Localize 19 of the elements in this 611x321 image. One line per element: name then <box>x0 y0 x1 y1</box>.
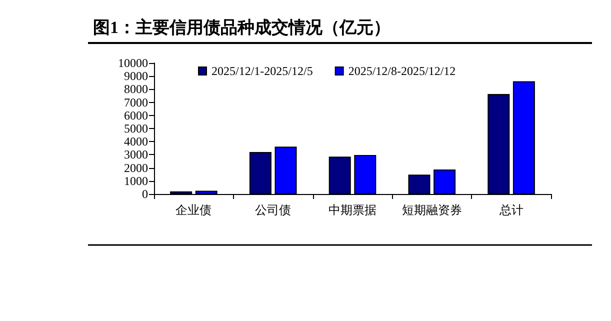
x-tick-label: 公司债 <box>255 203 292 217</box>
x-tick-label: 中期票据 <box>328 203 376 217</box>
y-tick-label: 6000 <box>124 108 148 122</box>
y-tick-label: 4000 <box>124 134 148 149</box>
y-tick-label: 9000 <box>124 69 148 84</box>
legend-label: 2025/12/1-2025/12/5 <box>212 64 313 78</box>
y-tick-label: 5000 <box>124 122 148 136</box>
y-tick-label: 3000 <box>124 148 148 162</box>
y-tick-label: 2000 <box>124 160 148 175</box>
y-tick-label: 7000 <box>124 95 148 110</box>
y-tick-label: 1000 <box>124 174 148 188</box>
y-tick-label: 8000 <box>124 82 148 96</box>
x-tick-label: 总计 <box>498 203 524 217</box>
chart-title: 图1：主要信用债品种成交情况（亿元） <box>93 18 390 37</box>
x-tick-label: 短期融资券 <box>402 203 462 217</box>
x-tick-label: 企业债 <box>176 203 212 217</box>
legend-label: 2025/12/8-2025/12/12 <box>348 64 456 78</box>
y-tick-label: 10000 <box>118 56 148 70</box>
y-tick-label: 0 <box>142 187 148 201</box>
